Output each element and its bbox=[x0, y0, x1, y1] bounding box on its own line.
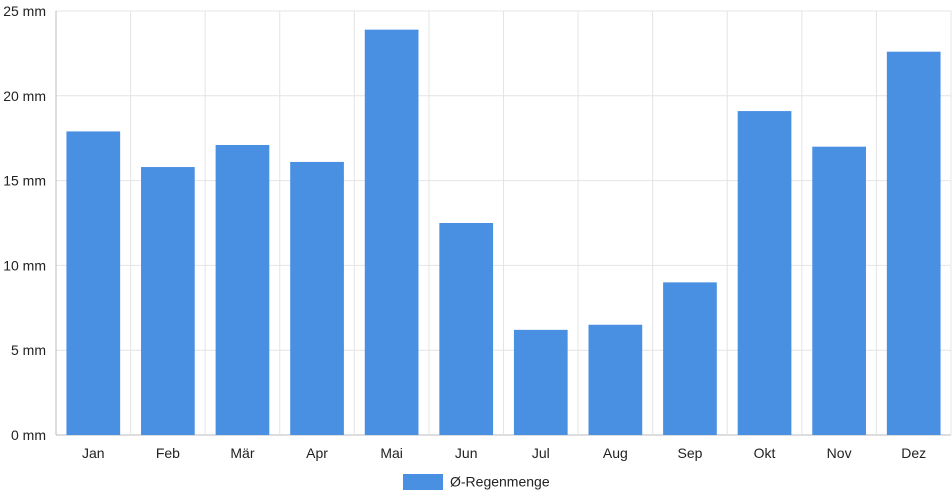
x-tick-label: Jun bbox=[455, 445, 478, 461]
bar-mai[interactable] bbox=[364, 29, 419, 435]
y-tick-label: 0 mm bbox=[11, 427, 46, 443]
bar-feb[interactable] bbox=[141, 167, 195, 436]
x-tick-label: Mai bbox=[380, 445, 403, 461]
bar-jun[interactable] bbox=[439, 223, 494, 435]
x-tick-label: Mär bbox=[230, 445, 254, 461]
x-tick-label: Dez bbox=[901, 445, 926, 461]
y-tick-label: 25 mm bbox=[3, 3, 46, 19]
x-tick-label: Sep bbox=[677, 445, 702, 461]
legend-label[interactable]: Ø-Regenmenge bbox=[450, 474, 550, 490]
bar-okt[interactable] bbox=[737, 111, 792, 436]
axis-layer: 0 mm 5 mm 10 mm 15 mm 20 mm 25 mm Jan Feb Mär Apr… bbox=[3, 3, 926, 461]
bar-sep[interactable] bbox=[663, 282, 717, 435]
bar-aug[interactable] bbox=[588, 324, 643, 435]
bar-dez[interactable] bbox=[886, 51, 941, 435]
legend[interactable]: Ø-Regenmenge bbox=[403, 474, 550, 491]
x-tick-label: Okt bbox=[754, 445, 776, 461]
y-tick-label: 20 mm bbox=[3, 88, 46, 104]
bar-mär[interactable] bbox=[215, 144, 270, 435]
x-tick-label: Apr bbox=[306, 445, 328, 461]
y-tick-label: 5 mm bbox=[11, 342, 46, 358]
y-tick-label: 15 mm bbox=[3, 173, 46, 189]
bar-jul[interactable] bbox=[513, 329, 568, 435]
y-tick-label: 10 mm bbox=[3, 257, 46, 273]
bar-layer bbox=[66, 29, 941, 436]
x-tick-label: Jan bbox=[82, 445, 105, 461]
bar-apr[interactable] bbox=[290, 161, 344, 435]
bar-jan[interactable] bbox=[66, 131, 121, 435]
legend-swatch[interactable] bbox=[403, 474, 443, 490]
grid-layer bbox=[55, 10, 952, 436]
x-tick-label: Feb bbox=[156, 445, 180, 461]
x-tick-label: Nov bbox=[827, 445, 852, 461]
x-tick-label: Jul bbox=[532, 445, 550, 461]
x-tick-label: Aug bbox=[603, 445, 628, 461]
bar-nov[interactable] bbox=[812, 146, 866, 435]
